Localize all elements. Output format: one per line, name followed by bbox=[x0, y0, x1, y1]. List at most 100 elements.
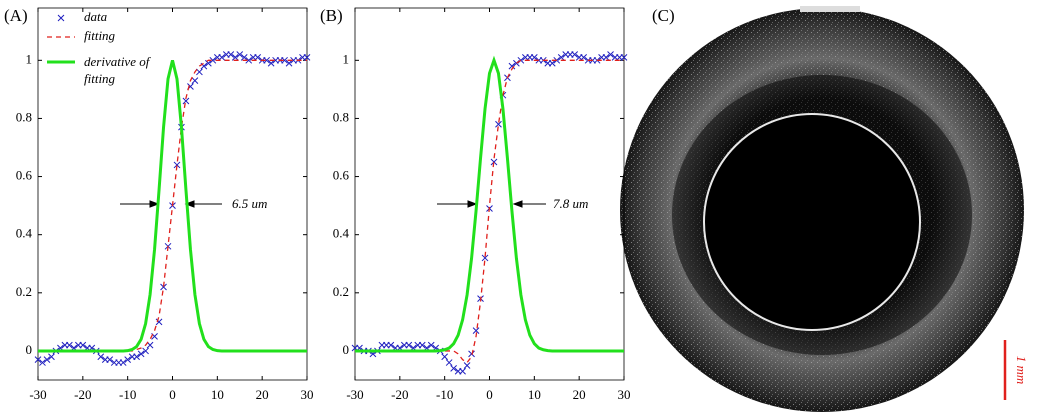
y-tick-label: 0.2 bbox=[16, 284, 32, 299]
data-marker bbox=[160, 283, 167, 291]
x-tick-label: -10 bbox=[436, 387, 453, 402]
data-marker bbox=[254, 54, 262, 61]
data-marker bbox=[459, 367, 466, 375]
data-marker bbox=[405, 341, 413, 349]
data-marker bbox=[182, 97, 190, 105]
legend-label: data bbox=[84, 9, 108, 24]
data-marker bbox=[209, 56, 217, 64]
data-marker bbox=[43, 356, 51, 364]
data-marker bbox=[495, 120, 502, 128]
data-marker bbox=[387, 341, 395, 349]
data-marker bbox=[119, 359, 127, 366]
x-tick-label: 0 bbox=[169, 387, 176, 402]
arrows bbox=[120, 200, 546, 208]
data-marker bbox=[481, 254, 489, 262]
x-tick-label: 0 bbox=[486, 387, 493, 402]
data-marker bbox=[66, 341, 73, 349]
oct-image bbox=[620, 6, 1024, 412]
annotation: 7.8 um bbox=[553, 196, 588, 211]
data-marker bbox=[530, 54, 538, 61]
data-marker bbox=[490, 158, 498, 166]
data-marker bbox=[620, 54, 628, 61]
legend-label: fitting bbox=[84, 28, 116, 43]
x-tick-label: 10 bbox=[528, 387, 541, 402]
derivative-line bbox=[38, 59, 307, 353]
x-tick-label: -30 bbox=[346, 387, 363, 402]
panel-label: (A) bbox=[4, 6, 28, 25]
data-marker bbox=[231, 54, 239, 61]
scale-bar-label: 1 mm bbox=[1014, 356, 1029, 385]
data-marker bbox=[441, 353, 449, 361]
y-tick-label: 0.4 bbox=[16, 226, 33, 241]
y-tick-label: 0.8 bbox=[16, 109, 32, 124]
y-tick-label: 0.6 bbox=[333, 168, 350, 183]
data-marker bbox=[106, 356, 114, 364]
data-marker bbox=[218, 54, 226, 61]
x-tick-label: -30 bbox=[29, 387, 46, 402]
data-marker bbox=[602, 54, 610, 61]
data-marker bbox=[418, 341, 426, 349]
data-marker bbox=[548, 59, 556, 67]
panel-label: (B) bbox=[320, 6, 343, 25]
data-marker bbox=[571, 51, 579, 58]
y-tick-label: 0 bbox=[343, 342, 350, 357]
data-marker bbox=[607, 51, 614, 58]
data-marker bbox=[445, 359, 453, 366]
plot-frame bbox=[354, 7, 625, 381]
data-marker bbox=[191, 77, 199, 85]
data-marker bbox=[205, 59, 212, 67]
y-tick-label: 1 bbox=[26, 51, 33, 66]
data-marker bbox=[557, 54, 565, 61]
data-marker bbox=[463, 362, 471, 369]
legend-label: derivative of fitting bbox=[84, 54, 150, 86]
data-marker bbox=[146, 341, 154, 349]
data-marker bbox=[245, 56, 253, 64]
data-marker bbox=[34, 356, 42, 364]
data-marker bbox=[281, 56, 288, 64]
y-tick-label: 0.8 bbox=[333, 109, 349, 124]
x-tick-label: 30 bbox=[301, 387, 314, 402]
x-tick-label: 20 bbox=[256, 387, 269, 402]
y-tick-label: 0.4 bbox=[333, 226, 350, 241]
data-marker bbox=[263, 56, 271, 64]
data-marker bbox=[137, 350, 145, 358]
data-marker bbox=[124, 356, 132, 364]
data-marker bbox=[240, 54, 248, 61]
y-tick-label: 0 bbox=[26, 342, 33, 357]
data-marker bbox=[173, 161, 181, 169]
data-marker bbox=[580, 54, 588, 61]
x-tick-label: 30 bbox=[618, 387, 631, 402]
data-marker bbox=[472, 327, 480, 334]
x-tick-label: 20 bbox=[573, 387, 586, 402]
data-marker bbox=[450, 365, 457, 372]
annotation: 6.5 um bbox=[232, 196, 267, 211]
data-marker bbox=[97, 353, 105, 361]
legend-marker bbox=[57, 14, 65, 22]
x-tick-label: -20 bbox=[391, 387, 408, 402]
data-marker bbox=[133, 353, 140, 361]
x-tick-label: 10 bbox=[211, 387, 224, 402]
data-marker bbox=[227, 51, 235, 58]
data-marker bbox=[508, 62, 516, 70]
fit-line bbox=[355, 59, 624, 364]
data-marker bbox=[155, 318, 163, 326]
data-marker bbox=[285, 59, 293, 67]
data-marker bbox=[236, 51, 244, 58]
data-marker bbox=[39, 359, 46, 366]
derivative-line bbox=[355, 55, 624, 353]
y-tick-label: 0.6 bbox=[16, 168, 33, 183]
data-marker bbox=[196, 68, 203, 76]
x-tick-label: -20 bbox=[74, 387, 91, 402]
fit-line bbox=[38, 59, 307, 352]
panel-label: (C) bbox=[652, 6, 675, 25]
y-tick-label: 0.2 bbox=[333, 284, 349, 299]
data-marker bbox=[267, 59, 275, 67]
data-marker bbox=[79, 341, 87, 349]
x-tick-label: -10 bbox=[119, 387, 136, 402]
y-tick-label: 1 bbox=[343, 51, 350, 66]
data-marker bbox=[142, 347, 149, 355]
data-marker bbox=[427, 341, 435, 349]
data-marker bbox=[303, 54, 311, 61]
